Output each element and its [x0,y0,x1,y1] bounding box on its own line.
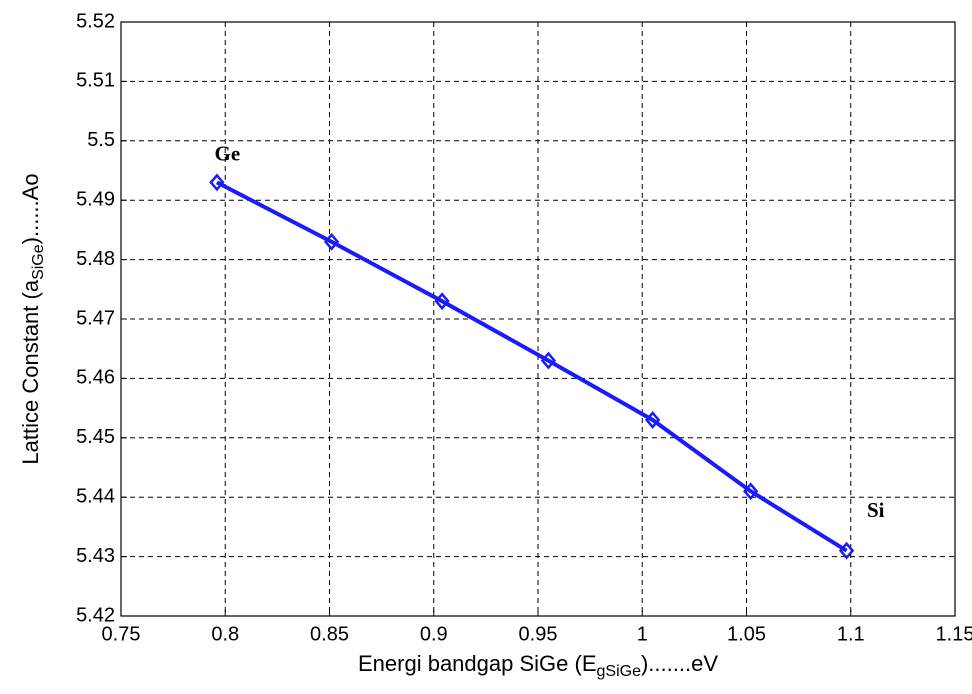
annotation: Si [867,498,885,522]
x-tick-label: 0.85 [310,623,349,645]
x-tick-label: 0.9 [420,623,448,645]
x-axis-label-part: ).......eV [641,651,718,676]
y-tick-label: 5.45 [76,426,115,448]
chart: Energi bandgap SiGe (EgSiGe).......eV La… [0,0,972,694]
y-tick-label: 5.43 [76,545,115,567]
x-tick-label: 1.15 [936,623,972,645]
y-axis-label-part: Lattice Constant (a [18,279,43,464]
x-tick-label: 1 [637,623,648,645]
y-tick-label: 5.51 [76,70,115,92]
y-axis-label-part: )......Ao [18,173,43,244]
y-tick-label: 5.5 [87,129,115,151]
x-tick-label: 0.75 [102,623,141,645]
x-tick-label: 0.8 [211,623,239,645]
y-axis-label-sub: SiGe [30,244,47,280]
y-axis-label: Lattice Constant (aSiGe)......Ao [18,173,47,464]
x-tick-label: 1.05 [727,623,766,645]
y-tick-label: 5.52 [76,10,115,32]
y-tick-label: 5.42 [76,604,115,626]
y-tick-label: 5.46 [76,367,115,389]
x-axis-label: Energi bandgap SiGe (EgSiGe).......eV [358,651,718,680]
y-tick-label: 5.48 [76,248,115,270]
x-axis-label-sub: gSiGe [597,663,642,680]
y-tick-label: 5.47 [76,307,115,329]
y-tick-label: 5.49 [76,188,115,210]
y-tick-label: 5.44 [76,485,115,507]
x-axis-label-part: Energi bandgap SiGe (E [358,651,597,676]
x-tick-label: 1.1 [837,623,865,645]
x-tick-label: 0.95 [519,623,558,645]
annotation: Ge [215,141,241,165]
